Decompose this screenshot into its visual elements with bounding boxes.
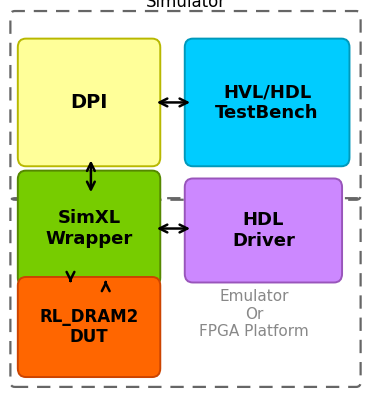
Text: DPI: DPI (70, 93, 108, 112)
FancyBboxPatch shape (185, 178, 342, 282)
Text: HDL
Driver: HDL Driver (232, 211, 295, 250)
Text: Emulator
Or
FPGA Platform: Emulator Or FPGA Platform (199, 289, 309, 339)
Text: SimXL
Wrapper: SimXL Wrapper (45, 209, 133, 248)
FancyBboxPatch shape (18, 39, 160, 166)
Text: Simulator: Simulator (145, 0, 226, 11)
Text: RL_DRAM2
DUT: RL_DRAM2 DUT (39, 308, 139, 346)
Text: HVL/HDL
TestBench: HVL/HDL TestBench (216, 83, 319, 122)
FancyBboxPatch shape (185, 39, 349, 166)
FancyBboxPatch shape (18, 277, 160, 377)
FancyBboxPatch shape (18, 171, 160, 286)
